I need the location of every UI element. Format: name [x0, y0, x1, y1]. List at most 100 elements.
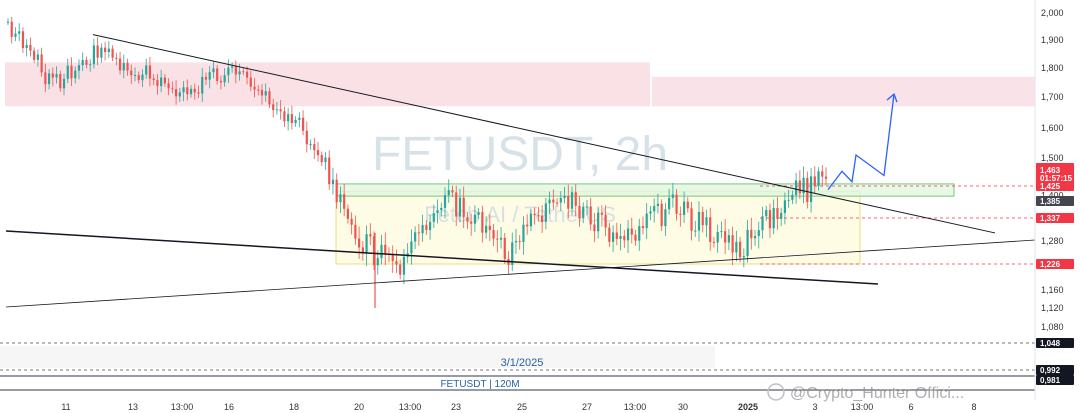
candle-body [720, 231, 723, 233]
candle-body [283, 111, 286, 122]
candle-body [331, 179, 335, 185]
price-tag [1036, 163, 1074, 183]
price-tag-label: 0,992 [1040, 366, 1061, 375]
candle-body [458, 197, 462, 217]
time-axis[interactable]: 11 13 13:00 16 18 20 13:00 23 25 27 13:00 30 2025 3 13… [0, 400, 1080, 413]
candle-body [694, 230, 697, 232]
y-tick-label: 1,120 [1041, 303, 1064, 313]
candle-body [447, 190, 450, 196]
candle-body [245, 71, 249, 78]
candle-body [440, 207, 443, 211]
candle-body [499, 237, 503, 240]
candle-body [809, 176, 813, 203]
lower-trendline [5, 230, 879, 285]
candle-body [380, 244, 383, 259]
candle-body [701, 211, 704, 226]
x-tick-label: 18 [289, 402, 299, 412]
symbol-watermark: FETUSDT, 2h [372, 128, 668, 181]
candle-body [555, 202, 559, 204]
candle-body [421, 224, 424, 234]
y-tick-label: 1,800 [1041, 63, 1064, 73]
candle-body [727, 235, 730, 243]
candle-body [238, 71, 241, 75]
candle-body [354, 224, 357, 239]
candle-body [287, 114, 290, 122]
price-tag [1036, 365, 1074, 375]
candle-body [178, 92, 181, 97]
x-tick-label: 13:00 [851, 402, 874, 412]
candle-body [593, 224, 596, 232]
candle-body [44, 72, 47, 85]
y-tick-label: 1,080 [1041, 322, 1064, 332]
candle-body [552, 199, 555, 203]
x-tick-label: 23 [451, 402, 461, 412]
candle-body [795, 180, 798, 195]
breakout-zone [335, 183, 955, 197]
candle-body [36, 54, 39, 60]
y-tick-label: 1,160 [1041, 285, 1064, 295]
candle-body [477, 212, 480, 215]
candle-body [578, 205, 581, 219]
candle-body [529, 213, 533, 227]
candle-body [343, 194, 346, 209]
candle-body [171, 88, 174, 90]
candle-body [443, 195, 447, 208]
projection-layer [827, 93, 898, 191]
candle-body [182, 87, 185, 93]
candle-body [679, 213, 682, 215]
candle-body [21, 31, 25, 49]
candle-body [488, 225, 491, 231]
candle-body [376, 258, 379, 266]
candle-body [197, 92, 200, 94]
candle-body [776, 207, 779, 219]
y-tick-label: 1,900 [1041, 35, 1064, 45]
candle-body [92, 45, 96, 65]
candle-body [417, 232, 420, 234]
candle-body [735, 241, 738, 253]
candles-layer [6, 16, 828, 308]
price-axis[interactable]: 2,000 1,900 1,800 1,700 1,600 1,500 1,280 1,160… [1034, 0, 1080, 413]
candle-body [70, 65, 73, 79]
candle-body [626, 228, 630, 241]
candle-body [645, 213, 648, 229]
price-tag-label: 1,425 [1040, 182, 1061, 191]
candle-body [817, 171, 820, 186]
candle-body [690, 208, 693, 231]
candle-body [104, 47, 107, 53]
candle-body [193, 88, 196, 93]
candle-body [709, 217, 712, 242]
candle-body [738, 241, 742, 258]
candle-body [290, 114, 293, 124]
x-tick-label: 3 [812, 402, 817, 412]
candle-body [802, 177, 805, 194]
x-tick-label: 11 [61, 402, 70, 412]
candle-body [462, 197, 465, 218]
candle-body [369, 234, 372, 237]
x-tick-label: 16 [224, 402, 234, 412]
candle-body [455, 192, 458, 217]
candle-body [570, 192, 574, 209]
candle-body [559, 197, 562, 203]
candle-body [309, 144, 312, 146]
x-tick-label: 13:00 [171, 402, 194, 412]
x-tick-label: 30 [678, 402, 688, 412]
candle-body [765, 210, 768, 217]
candle-body [227, 67, 230, 76]
candle-body [148, 65, 152, 79]
candle-body [294, 119, 297, 124]
candle-body [253, 86, 256, 90]
y-tick-label: 1,700 [1041, 92, 1064, 102]
candle-body [638, 226, 641, 241]
candle-body [664, 209, 667, 227]
candle-body [201, 76, 204, 94]
candle-body [62, 78, 66, 89]
candle-body [787, 199, 790, 201]
candle-body [806, 177, 809, 203]
candle-body [634, 234, 637, 241]
candle-body [783, 200, 787, 213]
price-tag [1036, 213, 1074, 223]
candle-body [656, 203, 660, 207]
candle-body [630, 228, 633, 235]
candle-body [59, 73, 62, 89]
